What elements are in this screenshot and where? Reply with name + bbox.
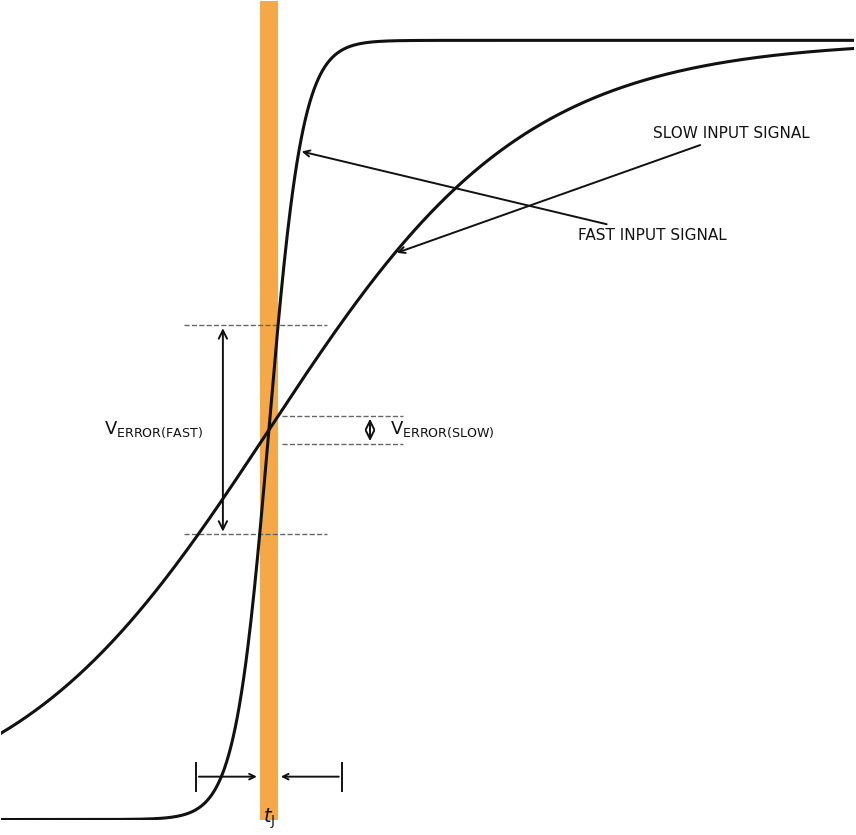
- Text: $t_\mathregular{J}$: $t_\mathregular{J}$: [263, 807, 275, 831]
- Text: $\mathregular{V}_{\mathregular{ERROR(FAST)}}$: $\mathregular{V}_{\mathregular{ERROR(FAS…: [104, 420, 203, 440]
- Text: FAST INPUT SIGNAL: FAST INPUT SIGNAL: [304, 150, 727, 243]
- Text: $\mathregular{V}_{\mathregular{ERROR(SLOW)}}$: $\mathregular{V}_{\mathregular{ERROR(SLO…: [390, 420, 495, 440]
- Bar: [259, 2, 278, 819]
- Text: SLOW INPUT SIGNAL: SLOW INPUT SIGNAL: [399, 126, 810, 253]
